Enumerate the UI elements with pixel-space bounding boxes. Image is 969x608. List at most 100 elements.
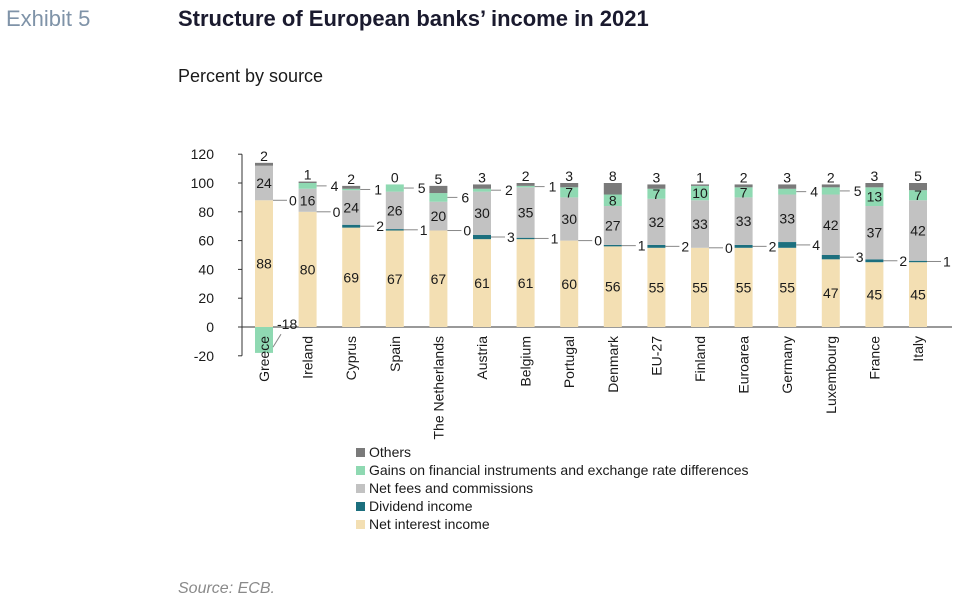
bar-segment [734,197,753,245]
bar-segment [603,194,622,207]
data-label: 3 [783,169,791,185]
bar-segment [691,247,709,327]
legend-label: Dividend income [369,498,473,514]
data-label: 47 [823,285,839,301]
x-tick-label: Finland [692,336,708,382]
legend-label: Gains on financial instruments and excha… [369,462,749,478]
bar-segment [821,259,840,327]
data-label: 4 [812,237,820,253]
chart-legend: Others Gains on financial instruments and… [356,443,749,533]
data-label: 2 [347,171,355,187]
data-label: 2 [899,253,907,269]
bar-segment [691,200,709,248]
data-label: 42 [910,223,926,239]
data-label: 0 [463,223,471,239]
legend-item: Net interest income [356,515,749,533]
bar-segment [560,187,579,198]
data-label: 33 [779,210,795,226]
bar-segment [865,262,884,327]
bar-segment [342,190,361,225]
bar-segment [691,184,709,186]
data-label: 37 [867,225,883,241]
data-label: 1 [696,169,704,185]
legend-label: Net fees and commissions [369,480,534,496]
data-label: 7 [653,186,661,202]
data-label: 26 [387,202,403,218]
data-label: 32 [649,214,665,230]
bar-segment [603,244,622,247]
bar-segment [473,239,491,327]
bar-segment [473,188,491,192]
bar-segment [473,191,491,235]
y-tick-label: 120 [191,146,215,162]
bar-segment [865,259,884,263]
legend-label: Others [369,444,412,460]
bar-segment [909,183,927,191]
bar-segment [473,184,491,189]
legend-item: Dividend income [356,497,749,515]
bar-segment [734,187,753,198]
data-label: 13 [867,189,883,205]
bar-segment [385,230,404,327]
data-label: 35 [518,205,534,221]
bar-segment [560,183,579,188]
bar-segment [603,246,622,327]
bar-segment [516,183,535,186]
bar-segment [821,184,840,188]
bar-segment [255,165,273,201]
bar-segment [298,188,317,212]
data-label: 42 [823,217,839,233]
data-label: 60 [561,276,577,292]
data-label: 2 [740,169,748,185]
data-label: 80 [300,261,316,277]
chart-title: Structure of European banks’ income in 2… [178,6,649,31]
x-tick-label: The Netherlands [430,336,446,440]
bar-segment [865,206,884,260]
bar-segment [603,183,622,195]
data-label: 3 [856,249,864,265]
bar-segment [865,187,884,207]
bar-segment [385,229,404,231]
bar-segment [342,224,361,228]
bar-segment [385,191,404,230]
x-tick-label: Italy [910,336,926,362]
data-label: 33 [692,216,708,232]
bar-segment [342,227,361,327]
legend-swatch [356,483,365,493]
bar-segment [909,200,927,261]
bar-segment [603,206,622,245]
data-label: 2 [376,218,384,234]
x-tick-label: Denmark [605,335,621,393]
data-label: 45 [910,287,926,303]
bar-segment [778,247,797,327]
chart-subtitle: Percent by source [178,66,324,86]
data-label: 88 [256,256,272,272]
data-label: 61 [518,275,534,291]
source-note: Source: ECB. [178,580,275,597]
exhibit-label: Exhibit 5 [6,6,91,31]
data-label: 0 [391,169,399,185]
bar-segment [778,184,797,189]
data-label: 5 [914,168,922,184]
data-label: 55 [692,279,708,295]
x-tick-label: Portugal [561,336,577,388]
data-label: 2 [260,148,268,164]
data-label: 5 [418,180,426,196]
data-label: 67 [387,271,403,287]
x-tick-label: EU-27 [648,336,664,376]
data-label: 1 [551,230,559,246]
data-label: 30 [474,205,490,221]
data-label: 1 [943,253,951,269]
y-tick-label: 100 [191,175,215,191]
legend-swatch [356,447,365,457]
data-label: 1 [304,167,312,183]
data-label: 2 [505,182,513,198]
legend-item: Net fees and commissions [356,479,749,497]
data-label: 7 [914,187,922,203]
leader-line [272,333,282,348]
x-tick-label: Ireland [300,336,316,379]
bar-segment [821,187,840,195]
bar-segment [429,185,448,194]
bar-segment [909,260,927,263]
bar-segment [429,201,448,231]
